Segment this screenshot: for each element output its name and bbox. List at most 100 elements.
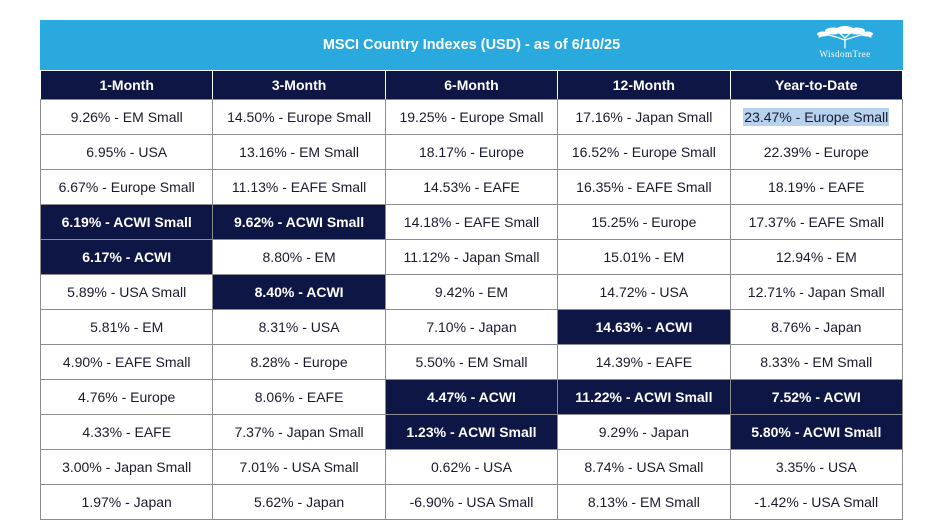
table-cell[interactable]: 0.62% - USA — [384, 449, 559, 485]
cell-text: 16.35% - EAFE Small — [576, 179, 712, 195]
table-cell[interactable]: 7.37% - Japan Small — [212, 414, 386, 450]
table-cell[interactable]: 5.89% - USA Small — [39, 274, 214, 310]
table-cell[interactable]: 5.80% - ACWI Small — [729, 414, 904, 450]
table-row: 6.19% - ACWI Small 9.62% - ACWI Small 14.1… — [39, 204, 904, 240]
table-cell[interactable]: 4.33% - EAFE — [39, 414, 214, 450]
table-cell[interactable]: 1.23% - ACWI Small — [384, 414, 559, 450]
table-cell[interactable]: 19.25% - Europe Small — [384, 99, 559, 135]
table-cell[interactable]: 9.42% - EM — [384, 274, 559, 310]
table-cell[interactable]: 18.19% - EAFE — [729, 169, 904, 205]
table-row: 4.76% - Europe 8.06% - EAFE 4.47% - ACWI 11… — [39, 379, 904, 415]
cell-text: 5.50% - EM Small — [415, 354, 528, 370]
cell-text: 9.29% - Japan — [598, 424, 690, 440]
table-cell[interactable]: 17.37% - EAFE Small — [729, 204, 904, 240]
tree-icon — [817, 26, 873, 49]
cell-text: 4.47% - ACWI — [427, 389, 516, 405]
table-cell[interactable]: 14.53% - EAFE — [384, 169, 559, 205]
table-cell[interactable]: 6.17% - ACWI — [39, 239, 214, 275]
table-cell[interactable]: 23.47% - Europe Small — [729, 99, 904, 135]
table-cell[interactable]: 8.33% - EM Small — [729, 344, 904, 380]
table-cell[interactable]: 11.22% - ACWI Small — [557, 379, 731, 415]
cell-text: 18.17% - Europe — [418, 144, 525, 160]
table-cell[interactable]: 6.67% - Europe Small — [39, 169, 214, 205]
table-cell[interactable]: 11.12% - Japan Small — [384, 239, 559, 275]
cell-text: 14.72% - USA — [599, 284, 689, 300]
table-cell[interactable]: 12.94% - EM — [729, 239, 904, 275]
table-cell[interactable]: 8.40% - ACWI — [212, 274, 386, 310]
table-cell[interactable]: 13.16% - EM Small — [212, 134, 386, 170]
table-cell[interactable]: 4.47% - ACWI — [384, 379, 559, 415]
cell-text: 6.19% - ACWI Small — [61, 214, 192, 230]
table-cell[interactable]: 8.80% - EM — [212, 239, 386, 275]
table-cell[interactable]: 8.74% - USA Small — [557, 449, 731, 485]
title-bar: MSCI Country Indexes (USD) - as of 6/10/… — [40, 20, 903, 70]
cell-text: 14.53% - EAFE — [423, 179, 520, 195]
table-cell[interactable]: 15.01% - EM — [557, 239, 731, 275]
cell-text: 16.52% - Europe Small — [571, 144, 716, 160]
table-cell[interactable]: 1.97% - Japan — [39, 484, 214, 520]
table-cell[interactable]: 11.13% - EAFE Small — [212, 169, 386, 205]
cell-text: 5.81% - EM — [90, 319, 164, 335]
table-cell[interactable]: 6.95% - USA — [39, 134, 214, 170]
header-row: 1-Month 3-Month 6-Month 12-Month Year-to-Dat… — [39, 70, 904, 100]
cell-text: 8.76% - Japan — [771, 319, 862, 335]
table-cell[interactable]: 6.19% - ACWI Small — [39, 204, 214, 240]
table-cell[interactable]: 3.35% - USA — [729, 449, 904, 485]
table-cell[interactable]: 8.31% - USA — [212, 309, 386, 345]
table-cell[interactable]: 22.39% - Europe — [729, 134, 904, 170]
table-cell[interactable]: 7.10% - Japan — [384, 309, 559, 345]
table-cell[interactable]: 5.81% - EM — [39, 309, 214, 345]
cell-text: -6.90% - USA Small — [409, 494, 534, 510]
table-cell[interactable]: 14.63% - ACWI — [557, 309, 731, 345]
table-cell[interactable]: 4.76% - Europe — [39, 379, 214, 415]
logo-text: WisdomTree — [819, 49, 871, 59]
table-row: 4.90% - EAFE Small 8.28% - Europe 5.50% - … — [39, 344, 904, 380]
table-cell[interactable]: 7.01% - USA Small — [212, 449, 386, 485]
table-cell[interactable]: 18.17% - Europe — [384, 134, 559, 170]
table-cell[interactable]: -1.42% - USA Small — [729, 484, 904, 520]
table-row: 6.17% - ACWI 8.80% - EM 11.12% - Japan Sma… — [39, 239, 904, 275]
table-cell[interactable]: 16.52% - Europe Small — [557, 134, 731, 170]
table-cell[interactable]: 8.06% - EAFE — [212, 379, 386, 415]
table-row: 9.26% - EM Small 14.50% - Europe Small 19.… — [39, 99, 904, 135]
table-cell[interactable]: 8.76% - Japan — [729, 309, 904, 345]
table-cell[interactable]: 15.25% - Europe — [557, 204, 731, 240]
cell-text: 14.18% - EAFE Small — [403, 214, 540, 230]
msci-table-panel: MSCI Country Indexes (USD) - as of 6/10/… — [39, 20, 904, 520]
cell-text: 5.89% - USA Small — [67, 284, 187, 300]
table-cell[interactable]: 14.18% - EAFE Small — [384, 204, 559, 240]
table-cell[interactable]: 12.71% - Japan Small — [729, 274, 904, 310]
table-cell[interactable]: 14.39% - EAFE — [557, 344, 731, 380]
cell-text: 18.19% - EAFE — [768, 179, 865, 195]
cell-text: -1.42% - USA Small — [754, 494, 879, 510]
cell-text: 4.33% - EAFE — [82, 424, 172, 440]
cell-text: 8.33% - EM Small — [760, 354, 873, 370]
cell-text: 17.16% - Japan Small — [575, 109, 713, 125]
table-cell[interactable]: 17.16% - Japan Small — [557, 99, 731, 135]
table-cell[interactable]: 4.90% - EAFE Small — [39, 344, 214, 380]
table-cell[interactable]: 5.50% - EM Small — [384, 344, 559, 380]
table-cell[interactable]: 16.35% - EAFE Small — [557, 169, 731, 205]
table-cell[interactable]: 7.52% - ACWI — [729, 379, 904, 415]
table-cell[interactable]: -6.90% - USA Small — [384, 484, 559, 520]
table-cell[interactable]: 9.62% - ACWI Small — [212, 204, 386, 240]
table-cell[interactable]: 8.28% - Europe — [212, 344, 386, 380]
table-cell[interactable]: 14.50% - Europe Small — [212, 99, 386, 135]
cell-text: 9.26% - EM Small — [70, 109, 183, 125]
cell-text: 17.37% - EAFE Small — [748, 214, 884, 230]
table-cell[interactable]: 5.62% - Japan — [212, 484, 386, 520]
table-cell[interactable]: 14.72% - USA — [557, 274, 731, 310]
cell-text: 4.76% - Europe — [78, 389, 176, 405]
cell-text: 7.01% - USA Small — [239, 459, 359, 475]
table-cell[interactable]: 8.13% - EM Small — [557, 484, 731, 520]
table-row: 5.81% - EM 8.31% - USA 7.10% - Japan 14.63%… — [39, 309, 904, 345]
table-cell[interactable]: 3.00% - Japan Small — [39, 449, 214, 485]
cell-text: 3.35% - USA — [775, 459, 857, 475]
cell-text: 8.80% - EM — [262, 249, 336, 265]
table-cell[interactable]: 9.26% - EM Small — [39, 99, 214, 135]
table-row: 6.95% - USA 13.16% - EM Small 18.17% - Eur… — [39, 134, 904, 170]
table-row: 4.33% - EAFE 7.37% - Japan Small 1.23% - A… — [39, 414, 904, 450]
table-cell[interactable]: 9.29% - Japan — [557, 414, 731, 450]
cell-text: 12.71% - Japan Small — [747, 284, 885, 300]
cell-text: 9.62% - ACWI Small — [233, 214, 365, 230]
